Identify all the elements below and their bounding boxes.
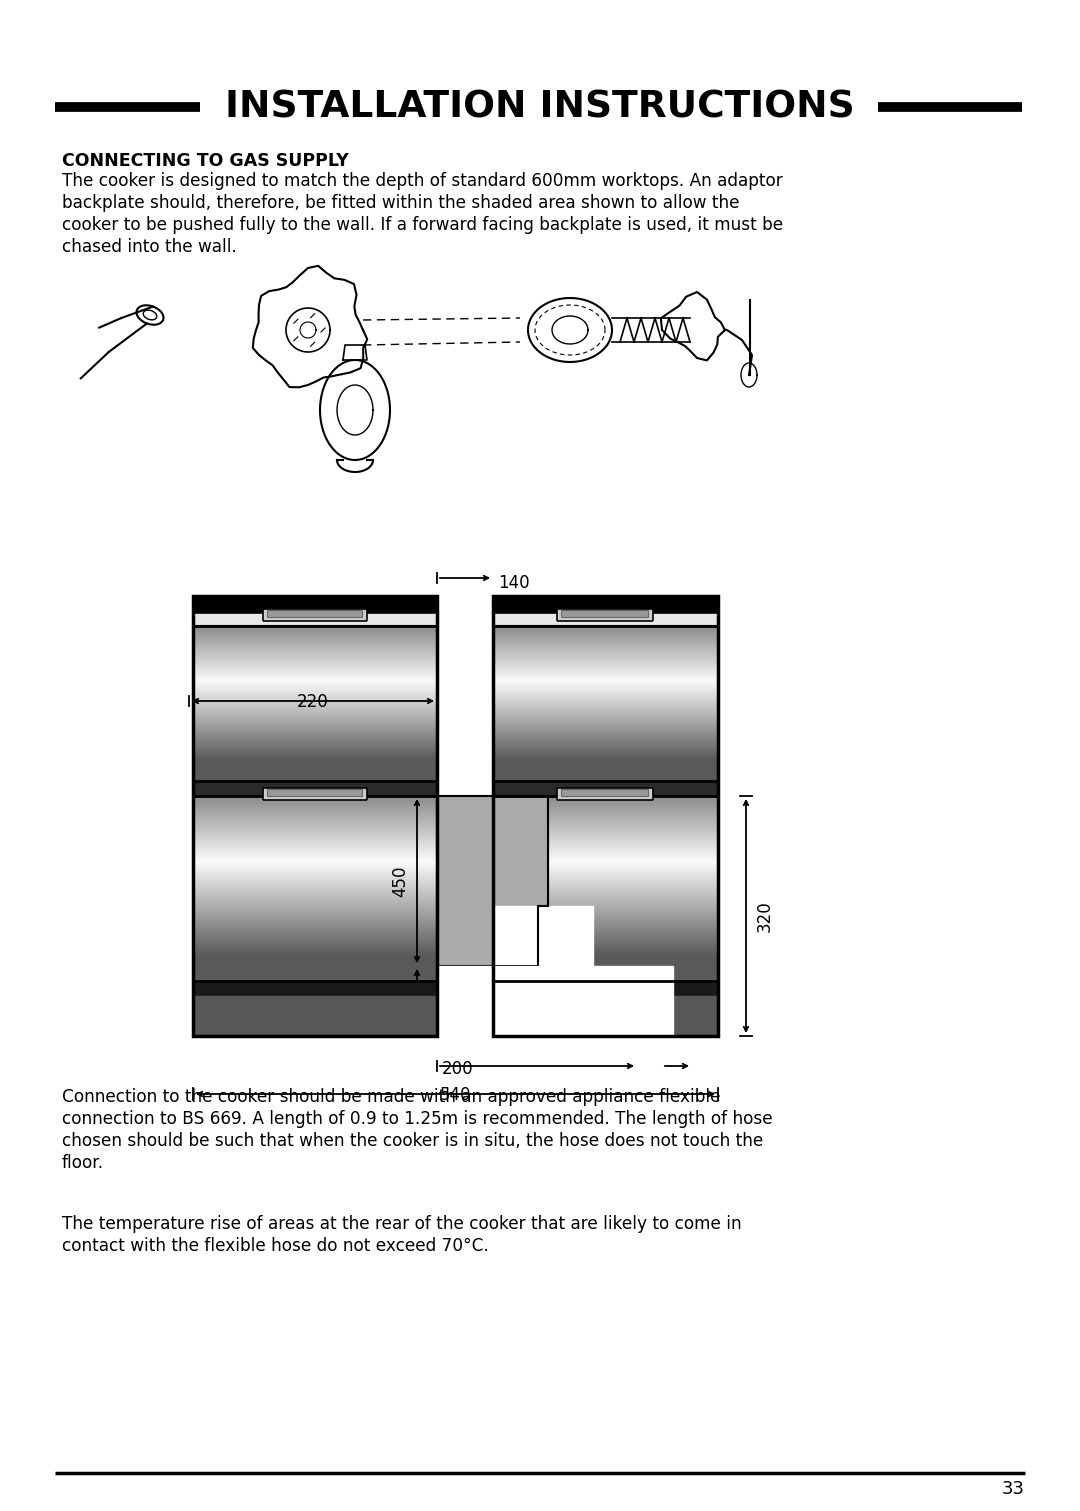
Text: CONNECTING TO GAS SUPPLY: CONNECTING TO GAS SUPPLY bbox=[62, 153, 349, 171]
FancyBboxPatch shape bbox=[264, 609, 367, 621]
Polygon shape bbox=[320, 360, 390, 459]
Polygon shape bbox=[343, 345, 367, 360]
Text: connection to BS 669. A length of 0.9 to 1.25m is recommended. The length of hos: connection to BS 669. A length of 0.9 to… bbox=[62, 1111, 772, 1129]
Text: chased into the wall.: chased into the wall. bbox=[62, 239, 237, 255]
Bar bbox=[193, 595, 437, 1037]
Polygon shape bbox=[253, 266, 367, 387]
FancyBboxPatch shape bbox=[268, 790, 363, 796]
Text: 33: 33 bbox=[1002, 1479, 1025, 1497]
Text: 140: 140 bbox=[498, 574, 529, 592]
Bar bbox=[492, 996, 718, 1037]
Bar bbox=[492, 613, 718, 626]
FancyBboxPatch shape bbox=[562, 790, 648, 796]
Bar bbox=[492, 981, 718, 996]
FancyBboxPatch shape bbox=[562, 610, 648, 618]
Bar bbox=[437, 796, 548, 966]
FancyBboxPatch shape bbox=[264, 789, 367, 799]
Text: 220: 220 bbox=[297, 694, 329, 712]
Bar bbox=[492, 595, 718, 613]
Text: The cooker is designed to match the depth of standard 600mm worktops. An adaptor: The cooker is designed to match the dept… bbox=[62, 172, 783, 190]
FancyBboxPatch shape bbox=[268, 610, 363, 618]
Text: The temperature rise of areas at the rear of the cooker that are likely to come : The temperature rise of areas at the rea… bbox=[62, 1215, 742, 1233]
FancyBboxPatch shape bbox=[557, 789, 653, 799]
Text: contact with the flexible hose do not exceed 70°C.: contact with the flexible hose do not ex… bbox=[62, 1238, 489, 1256]
Text: backplate should, therefore, be fitted within the shaded area shown to allow the: backplate should, therefore, be fitted w… bbox=[62, 193, 740, 212]
Bar bbox=[193, 781, 437, 796]
Bar bbox=[193, 613, 437, 626]
Bar bbox=[437, 966, 673, 1037]
Polygon shape bbox=[528, 298, 612, 363]
Bar bbox=[193, 996, 437, 1037]
Polygon shape bbox=[661, 292, 725, 361]
Text: 450: 450 bbox=[391, 866, 409, 896]
Text: chosen should be such that when the cooker is in situ, the hose does not touch t: chosen should be such that when the cook… bbox=[62, 1132, 764, 1150]
Text: 320: 320 bbox=[756, 901, 774, 932]
Bar bbox=[492, 781, 718, 796]
Bar bbox=[193, 626, 437, 781]
Text: Connection to the cooker should be made with an approved appliance flexible: Connection to the cooker should be made … bbox=[62, 1088, 720, 1106]
Bar bbox=[193, 595, 437, 613]
Text: 210: 210 bbox=[391, 985, 409, 1017]
FancyBboxPatch shape bbox=[557, 609, 653, 621]
Bar bbox=[492, 595, 718, 1037]
Bar bbox=[193, 981, 437, 996]
Text: 200: 200 bbox=[442, 1061, 474, 1077]
Bar bbox=[492, 907, 593, 966]
Text: floor.: floor. bbox=[62, 1154, 104, 1173]
Bar bbox=[492, 626, 718, 781]
Text: 540: 540 bbox=[440, 1086, 471, 1105]
Text: cooker to be pushed fully to the wall. If a forward facing backplate is used, it: cooker to be pushed fully to the wall. I… bbox=[62, 216, 783, 234]
Bar bbox=[492, 796, 718, 981]
Text: INSTALLATION INSTRUCTIONS: INSTALLATION INSTRUCTIONS bbox=[225, 89, 855, 125]
Bar bbox=[193, 796, 437, 981]
